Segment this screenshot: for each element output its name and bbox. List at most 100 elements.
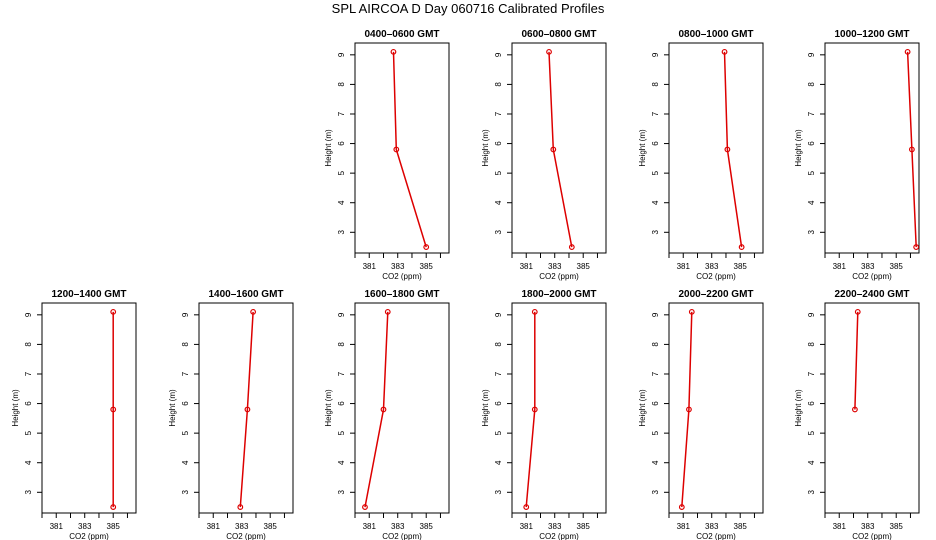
y-tick-label: 7 xyxy=(181,371,190,376)
data-point xyxy=(380,406,387,413)
data-point xyxy=(546,48,552,55)
data-point xyxy=(904,48,911,55)
plot-frame xyxy=(354,302,450,514)
y-axis-label: Height (m) xyxy=(324,129,333,167)
y-tick-label: 7 xyxy=(494,111,503,116)
x-tick-label: 381 xyxy=(520,262,534,271)
figure-title: SPL AIRCOA D Day 060716 Calibrated Profi… xyxy=(331,1,605,16)
x-tick-label: 385 xyxy=(734,262,748,271)
panel-title: 0600–0800 GMT xyxy=(521,29,596,40)
data-point xyxy=(686,406,692,413)
x-axis-label: CO2 (ppm) xyxy=(382,272,422,281)
y-axis-label: Height (m) xyxy=(794,389,803,427)
x-tick-label: 381 xyxy=(833,262,847,271)
data-point xyxy=(852,406,858,413)
panel-title: 2000–2200 GMT xyxy=(678,289,753,300)
y-tick-label: 5 xyxy=(807,430,816,435)
data-point xyxy=(384,308,391,315)
y-tick-label: 9 xyxy=(181,312,190,317)
data-point xyxy=(568,244,575,250)
y-tick-label: 8 xyxy=(494,342,503,347)
y-tick-label: 9 xyxy=(494,52,503,57)
data-point xyxy=(423,244,430,250)
y-tick-label: 4 xyxy=(651,460,660,465)
y-tick-label: 3 xyxy=(807,490,816,495)
y-tick-label: 8 xyxy=(181,342,190,347)
plot-frame xyxy=(198,302,294,514)
data-point xyxy=(724,146,731,153)
y-tick-label: 4 xyxy=(24,460,33,465)
y-tick-label: 4 xyxy=(494,460,503,465)
y-axis-label: Height (m) xyxy=(794,129,803,167)
x-tick-label: 383 xyxy=(861,262,875,271)
y-tick-label: 8 xyxy=(651,82,660,87)
y-tick-label: 9 xyxy=(24,312,33,317)
y-tick-label: 6 xyxy=(651,401,660,406)
y-tick-label: 8 xyxy=(494,82,503,87)
y-tick-label: 6 xyxy=(181,401,190,406)
profile-line xyxy=(548,51,573,248)
y-tick-label: 7 xyxy=(24,371,33,376)
profile-line xyxy=(525,311,536,508)
y-tick-label: 4 xyxy=(337,460,346,465)
y-axis-label: Height (m) xyxy=(481,129,490,167)
data-point xyxy=(237,504,244,510)
y-tick-label: 8 xyxy=(337,342,346,347)
x-tick-label: 383 xyxy=(548,262,562,271)
y-tick-label: 9 xyxy=(807,52,816,57)
y-tick-label: 9 xyxy=(651,312,660,317)
x-tick-label: 381 xyxy=(833,522,847,531)
y-tick-label: 8 xyxy=(807,82,816,87)
profile-line xyxy=(723,51,743,248)
plot-frame xyxy=(824,42,920,254)
data-point xyxy=(721,48,728,55)
y-axis-label: Height (m) xyxy=(638,389,647,427)
data-point xyxy=(678,504,685,510)
y-tick-label: 7 xyxy=(651,371,660,376)
x-tick-label: 385 xyxy=(420,522,434,531)
data-point xyxy=(393,146,400,153)
y-tick-label: 6 xyxy=(494,401,503,406)
x-tick-label: 383 xyxy=(548,522,562,531)
data-point xyxy=(908,146,915,153)
plot-frame xyxy=(668,302,764,514)
y-tick-label: 7 xyxy=(651,111,660,116)
y-tick-label: 3 xyxy=(337,490,346,495)
y-tick-label: 4 xyxy=(651,200,660,205)
y-tick-label: 3 xyxy=(24,490,33,495)
y-tick-label: 3 xyxy=(651,230,660,235)
data-point xyxy=(523,504,530,510)
data-point xyxy=(913,244,920,250)
y-tick-label: 3 xyxy=(807,230,816,235)
y-tick-label: 7 xyxy=(807,111,816,116)
y-axis-label: Height (m) xyxy=(11,389,20,427)
data-point xyxy=(110,308,117,315)
x-tick-label: 383 xyxy=(861,522,875,531)
y-tick-label: 5 xyxy=(337,430,346,435)
x-tick-label: 383 xyxy=(705,522,719,531)
x-tick-label: 385 xyxy=(420,262,434,271)
x-axis-label: CO2 (ppm) xyxy=(852,272,892,281)
y-tick-label: 9 xyxy=(651,52,660,57)
data-point xyxy=(550,146,557,153)
plot-frame xyxy=(824,302,920,514)
profile-line xyxy=(392,51,427,248)
panel-title: 2200–2400 GMT xyxy=(834,289,909,300)
y-tick-label: 6 xyxy=(651,141,660,146)
y-tick-label: 9 xyxy=(807,312,816,317)
y-tick-label: 3 xyxy=(337,230,346,235)
data-point xyxy=(688,308,695,315)
panel-title: 1800–2000 GMT xyxy=(521,289,596,300)
x-tick-label: 381 xyxy=(677,262,691,271)
data-point xyxy=(110,504,117,510)
y-tick-label: 3 xyxy=(494,230,503,235)
profile-line xyxy=(854,311,859,410)
y-tick-label: 5 xyxy=(807,170,816,175)
panel-title: 1200–1400 GMT xyxy=(51,289,126,300)
